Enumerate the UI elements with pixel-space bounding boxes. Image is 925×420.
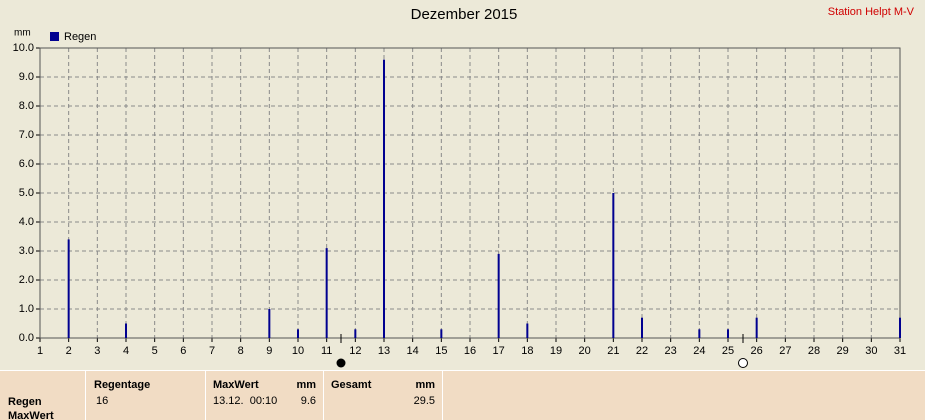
legend-label: Regen [64, 31, 96, 43]
cell: 29.5 [414, 395, 435, 407]
x-tick-label: 23 [665, 345, 677, 357]
x-tick-label: 25 [722, 345, 734, 357]
x-tick-label: 29 [837, 345, 849, 357]
x-tick-label: 12 [349, 345, 361, 357]
column-header: mm [296, 379, 316, 391]
bar [383, 59, 385, 338]
x-tick-label: 1 [37, 345, 43, 357]
y-tick-label: 4.0 [19, 216, 34, 228]
column-header: Regentage [94, 379, 150, 391]
bar [440, 329, 443, 338]
bar [899, 317, 901, 338]
legend-swatch [50, 32, 59, 41]
x-tick-label: 21 [607, 345, 619, 357]
x-tick-label: 3 [94, 345, 100, 357]
bar [641, 317, 643, 338]
bar [755, 317, 758, 338]
y-unit: mm [14, 28, 31, 39]
x-tick-label: 7 [209, 345, 215, 357]
x-tick-label: 26 [751, 345, 763, 357]
bar [268, 309, 271, 338]
x-tick-label: 2 [66, 345, 72, 357]
chart-title: Dezember 2015 [411, 6, 518, 23]
x-tick-label: 15 [435, 345, 447, 357]
x-tick-label: 28 [808, 345, 820, 357]
y-tick-label: 3.0 [19, 245, 34, 257]
y-tick-label: 5.0 [19, 187, 34, 199]
x-tick-label: 16 [464, 345, 476, 357]
bar [67, 239, 70, 338]
x-tick-label: 5 [152, 345, 158, 357]
full-moon [336, 358, 346, 368]
bar [612, 193, 615, 338]
x-tick-label: 22 [636, 345, 648, 357]
y-tick-label: 6.0 [19, 158, 34, 170]
column-header: MaxWert [213, 379, 259, 391]
plot-frame [39, 47, 901, 339]
x-tick-label: 8 [238, 345, 244, 357]
summary-table: Regen MaxWert Regentage MaxWert mm Gesam… [0, 370, 925, 420]
column-header: Gesamt [331, 379, 372, 391]
y-tick-label: 0.0 [19, 332, 34, 344]
station-label: Station Helpt M-V [828, 6, 915, 18]
row-label: MaxWert [8, 410, 54, 420]
x-tick-label: 27 [779, 345, 791, 357]
cell: 16 [96, 395, 108, 407]
cell: 13.12. 00:10 [213, 395, 277, 407]
y-tick-label: 8.0 [19, 100, 34, 112]
y-tick-label: 1.0 [19, 303, 34, 315]
x-tick-label: 24 [693, 345, 705, 357]
plot-area: 0.01.02.03.04.05.06.07.08.09.010.01 2 3 4 5 6… [13, 31, 907, 357]
bar [354, 329, 357, 338]
new-moon [738, 358, 748, 368]
x-tick-label: 19 [550, 345, 562, 357]
bar [125, 323, 127, 338]
bar [497, 253, 500, 338]
x-tick-label: 30 [865, 345, 877, 357]
bar [325, 248, 328, 338]
bar [727, 329, 729, 338]
x-tick-label: 4 [123, 345, 129, 357]
x-tick-label: 31 [894, 345, 906, 357]
table-bg [0, 370, 925, 420]
row-label: Regen [8, 396, 42, 408]
column-header: mm [415, 379, 435, 391]
y-tick-label: 9.0 [19, 71, 34, 83]
x-tick-label: 9 [266, 345, 272, 357]
x-tick-label: 10 [292, 345, 304, 357]
x-tick-label: 20 [579, 345, 591, 357]
x-tick-label: 13 [378, 345, 390, 357]
y-tick-label: 7.0 [19, 129, 34, 141]
x-tick-label: 17 [493, 345, 505, 357]
y-tick-label: 2.0 [19, 274, 34, 286]
x-tick-label: 11 [321, 345, 332, 357]
bar [698, 329, 701, 338]
x-tick-label: 18 [521, 345, 533, 357]
bar [526, 323, 529, 338]
bar [297, 329, 299, 338]
x-tick-label: 6 [180, 345, 186, 357]
cell: 9.6 [301, 395, 316, 407]
x-tick-label: 14 [407, 345, 419, 357]
y-tick-label: 10.0 [13, 42, 34, 54]
